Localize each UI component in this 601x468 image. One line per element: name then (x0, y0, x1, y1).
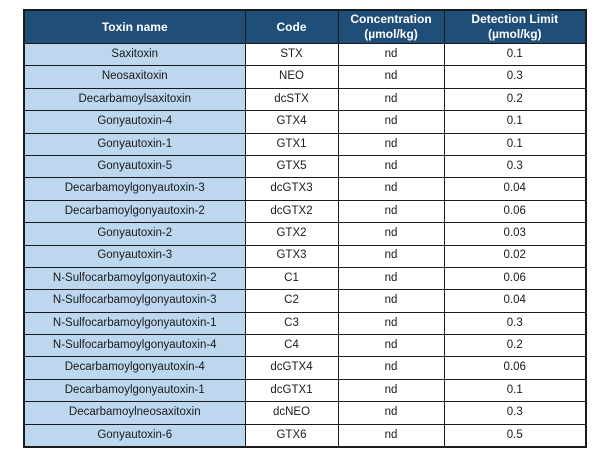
code-cell: C3 (244, 311, 339, 336)
detection-limit-cell: 0.3 (443, 401, 587, 425)
concentration-cell: nd (337, 266, 445, 291)
toxin-name-cell: Saxitoxin (23, 42, 246, 67)
toxin-name-cell: Gonyautoxin-5 (23, 154, 246, 179)
toxin-name-cell: N-Sulfocarbamoylgonyautoxin-2 (23, 266, 246, 291)
concentration-cell: nd (337, 401, 445, 425)
toxin-name-cell: Decarbamoylgonyautoxin-1 (23, 378, 246, 403)
table-row: Neosaxitoxin NEO nd 0.3 (23, 65, 587, 89)
table-row: Decarbamoylsaxitoxin dcSTX nd 0.2 (23, 87, 587, 112)
toxin-name-cell: N-Sulfocarbamoylgonyautoxin-4 (23, 334, 246, 358)
table-row: Decarbamoylgonyautoxin-2 dcGTX2 nd 0.06 (23, 199, 587, 224)
detection-limit-cell: 0.3 (443, 154, 587, 179)
table-row: Saxitoxin STX nd 0.1 (23, 42, 587, 67)
code-cell: GTX2 (244, 222, 339, 246)
code-cell: dcGTX1 (244, 378, 339, 403)
toxin-table: Toxin name Code Concentration (µmol/kg) … (23, 9, 587, 449)
code-cell: GTX4 (244, 110, 339, 134)
code-cell: dcSTX (244, 87, 339, 112)
table-row: Gonyautoxin-3 GTX3 nd 0.02 (23, 244, 587, 268)
col-header-detection-limit: Detection Limit (µmol/kg) (443, 9, 587, 44)
detection-limit-cell: 0.04 (443, 177, 587, 201)
detection-limit-cell: 0.3 (443, 311, 587, 336)
toxin-name-cell: Decarbamoylsaxitoxin (23, 87, 246, 112)
detection-limit-cell: 0.5 (443, 423, 587, 448)
table-row: Gonyautoxin-6 GTX6 nd 0.5 (23, 423, 587, 448)
detection-limit-cell: 0.06 (443, 199, 587, 224)
concentration-cell: nd (337, 65, 445, 89)
code-cell: GTX1 (244, 132, 339, 156)
detection-limit-cell: 0.1 (443, 42, 587, 67)
table-row: Decarbamoylgonyautoxin-4 dcGTX4 nd 0.06 (23, 356, 587, 380)
code-cell: dcGTX4 (244, 356, 339, 380)
toxin-name-cell: Gonyautoxin-6 (23, 423, 246, 448)
detection-limit-cell: 0.06 (443, 356, 587, 380)
col-header-concentration: Concentration (µmol/kg) (337, 9, 445, 44)
table-row: Decarbamoylneosaxitoxin dcNEO nd 0.3 (23, 401, 587, 425)
col-header-toxin-name: Toxin name (23, 9, 246, 44)
code-cell: NEO (244, 65, 339, 89)
concentration-cell: nd (337, 222, 445, 246)
concentration-cell: nd (337, 177, 445, 201)
detection-limit-cell: 0.3 (443, 65, 587, 89)
table-row: Gonyautoxin-4 GTX4 nd 0.1 (23, 110, 587, 134)
code-cell: GTX3 (244, 244, 339, 268)
toxin-name-cell: N-Sulfocarbamoylgonyautoxin-1 (23, 311, 246, 336)
code-cell: C2 (244, 289, 339, 313)
concentration-cell: nd (337, 110, 445, 134)
concentration-cell: nd (337, 42, 445, 67)
header-row: Toxin name Code Concentration (µmol/kg) … (23, 9, 587, 44)
detection-limit-cell: 0.04 (443, 289, 587, 313)
concentration-cell: nd (337, 334, 445, 358)
concentration-cell: nd (337, 87, 445, 112)
concentration-cell: nd (337, 199, 445, 224)
code-cell: dcGTX3 (244, 177, 339, 201)
detection-limit-cell: 0.03 (443, 222, 587, 246)
toxin-name-cell: Gonyautoxin-3 (23, 244, 246, 268)
concentration-cell: nd (337, 378, 445, 403)
table-row: N-Sulfocarbamoylgonyautoxin-1 C3 nd 0.3 (23, 311, 587, 336)
toxin-name-cell: Gonyautoxin-4 (23, 110, 246, 134)
col-header-code: Code (244, 9, 339, 44)
detection-limit-cell: 0.02 (443, 244, 587, 268)
code-cell: STX (244, 42, 339, 67)
code-cell: C1 (244, 266, 339, 291)
code-cell: C4 (244, 334, 339, 358)
detection-limit-cell: 0.2 (443, 334, 587, 358)
code-cell: dcGTX2 (244, 199, 339, 224)
table-row: N-Sulfocarbamoylgonyautoxin-2 C1 nd 0.06 (23, 266, 587, 291)
toxin-name-cell: N-Sulfocarbamoylgonyautoxin-3 (23, 289, 246, 313)
concentration-cell: nd (337, 311, 445, 336)
toxin-name-cell: Decarbamoylgonyautoxin-3 (23, 177, 246, 201)
toxin-name-cell: Decarbamoylgonyautoxin-2 (23, 199, 246, 224)
table-row: Gonyautoxin-2 GTX2 nd 0.03 (23, 222, 587, 246)
table-row: Gonyautoxin-5 GTX5 nd 0.3 (23, 154, 587, 179)
concentration-cell: nd (337, 154, 445, 179)
concentration-cell: nd (337, 423, 445, 448)
detection-limit-cell: 0.06 (443, 266, 587, 291)
toxin-name-cell: Gonyautoxin-2 (23, 222, 246, 246)
detection-limit-cell: 0.2 (443, 87, 587, 112)
detection-limit-cell: 0.1 (443, 110, 587, 134)
toxin-name-cell: Decarbamoylneosaxitoxin (23, 401, 246, 425)
code-cell: GTX6 (244, 423, 339, 448)
detection-limit-cell: 0.1 (443, 132, 587, 156)
table-row: Decarbamoylgonyautoxin-3 dcGTX3 nd 0.04 (23, 177, 587, 201)
table-row: N-Sulfocarbamoylgonyautoxin-4 C4 nd 0.2 (23, 334, 587, 358)
table-row: Gonyautoxin-1 GTX1 nd 0.1 (23, 132, 587, 156)
concentration-cell: nd (337, 356, 445, 380)
table-row: Decarbamoylgonyautoxin-1 dcGTX1 nd 0.1 (23, 378, 587, 403)
code-cell: GTX5 (244, 154, 339, 179)
table-body: Saxitoxin STX nd 0.1 Neosaxitoxin NEO nd 0.3 Dec… (23, 42, 587, 448)
concentration-cell: nd (337, 289, 445, 313)
concentration-cell: nd (337, 132, 445, 156)
detection-limit-cell: 0.1 (443, 378, 587, 403)
table-row: N-Sulfocarbamoylgonyautoxin-3 C2 nd 0.04 (23, 289, 587, 313)
concentration-cell: nd (337, 244, 445, 268)
toxin-name-cell: Decarbamoylgonyautoxin-4 (23, 356, 246, 380)
toxin-name-cell: Neosaxitoxin (23, 65, 246, 89)
code-cell: dcNEO (244, 401, 339, 425)
toxin-name-cell: Gonyautoxin-1 (23, 132, 246, 156)
